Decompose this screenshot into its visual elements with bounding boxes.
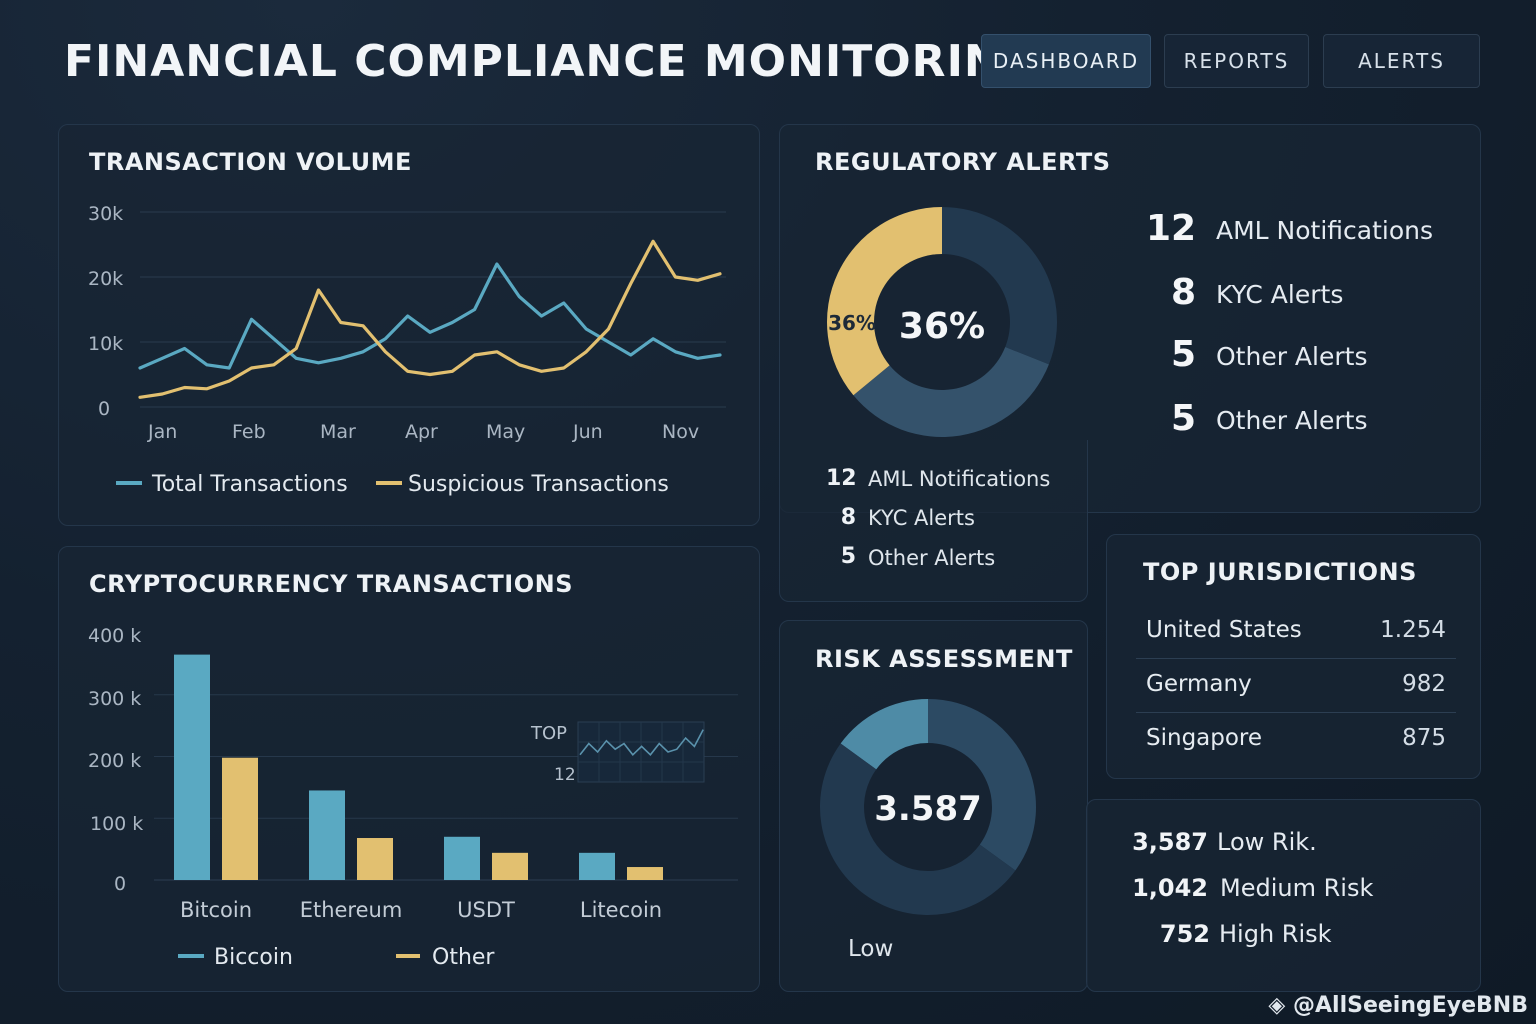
bar-usdt-other: [492, 852, 528, 880]
y-tick-0: 0: [98, 398, 110, 420]
alert-small-count-kyc: 8: [840, 505, 856, 530]
nav-dashboard-button[interactable]: DASHBOARD: [981, 34, 1151, 88]
risk-medium-count: 1,042: [1132, 874, 1208, 902]
bar-bitcoin-biccoin: [174, 654, 210, 880]
top-jurisdictions-title: TOP JURISDICTIONS: [1143, 558, 1417, 586]
alert-label-kyc: KYC Alerts: [1216, 280, 1344, 309]
transaction-volume-title: TRANSACTION VOLUME: [89, 148, 412, 176]
x-tick-jun: Jun: [572, 421, 603, 443]
jurisdiction-name: Singapore: [1146, 725, 1263, 751]
alerts-donut-segment-gold: [827, 207, 942, 396]
series-line-total-transactions: [138, 262, 722, 370]
alert-label-other: Other Alerts: [1216, 342, 1368, 371]
alert-label-other-2: Other Alerts: [1216, 406, 1368, 435]
bar-litecoin-other: [627, 867, 663, 880]
alert-small-count-aml: 12: [826, 466, 857, 491]
crypto-y-tick-100k: 100 k: [90, 813, 143, 835]
alerts-donut-center-label: 36%: [899, 306, 985, 347]
top-jurisdictions-panel: [1106, 534, 1481, 779]
x-tick-apr: Apr: [405, 421, 438, 443]
crypto-legend-biccoin-label: Biccoin: [214, 945, 293, 970]
alert-small-label-other: Other Alerts: [868, 546, 996, 570]
risk-donut-segment-mid: [928, 699, 1036, 871]
bar-category-label: Litecoin: [580, 898, 662, 922]
crypto-y-tick-200k: 200 k: [88, 750, 141, 772]
watermark: ◈ @AllSeeingEyeBNB: [1268, 993, 1528, 1018]
binance-diamond-icon: ◈: [1268, 993, 1286, 1018]
crypto-title: CRYPTOCURRENCY TRANSACTIONS: [89, 570, 573, 598]
transaction-volume-panel: [58, 124, 760, 526]
page-title: FINANCIAL COMPLIANCE MONITORING: [64, 36, 1039, 87]
jurisdiction-divider: [1136, 658, 1456, 659]
risk-caption: Low: [848, 936, 894, 962]
bar-litecoin-biccoin: [579, 852, 615, 880]
top-inset-number: 12: [554, 765, 576, 785]
y-tick-20k: 20k: [88, 268, 123, 290]
bar-ethereum-other: [357, 838, 393, 880]
alert-small-label-aml: AML Notifications: [868, 467, 1051, 491]
risk-donut-segment-dark: [820, 743, 1016, 915]
jurisdiction-name: United States: [1146, 617, 1302, 643]
alerts-donut-segment-label: 36%: [828, 311, 876, 335]
regulatory-alerts-title: REGULATORY ALERTS: [815, 148, 1111, 176]
crypto-legend-other-label: Other: [432, 945, 495, 970]
x-tick-feb: Feb: [232, 421, 266, 443]
alert-small-count-other: 5: [840, 544, 856, 569]
alerts-donut-segment-mid: [853, 347, 1049, 437]
risk-medium-label: Medium Risk: [1220, 874, 1374, 902]
risk-donut-segment-light: [840, 699, 928, 770]
alerts-donut-segment-dark: [942, 207, 1057, 365]
jurisdiction-value: 982: [1402, 671, 1446, 697]
risk-low-count: 3,587: [1132, 828, 1208, 856]
legend-suspicious-label: Suspicious Transactions: [408, 472, 669, 497]
crypto-y-tick-400k: 400 k: [88, 625, 141, 647]
jurisdiction-name: Germany: [1146, 671, 1252, 697]
crypto-y-tick-0: 0: [114, 873, 126, 895]
crypto-bar-chart: 400 k 300 k 200 k 100 k 0 Bitcoin Ethereu…: [88, 625, 738, 970]
watermark-handle: @AllSeeingEyeBNB: [1293, 993, 1528, 1018]
x-tick-may: May: [486, 421, 525, 443]
jurisdiction-row-us: United States 1.254: [1136, 605, 1456, 659]
nav-alerts-button[interactable]: ALERTS: [1323, 34, 1480, 88]
x-tick-nov: Nov: [662, 421, 699, 443]
alert-count-aml: 12: [1146, 208, 1197, 249]
bar-ethereum-biccoin: [309, 790, 345, 880]
regulatory-alerts-donut: 36% 36%: [827, 207, 1057, 437]
regulatory-alerts-panel-extension: [779, 440, 1088, 602]
crypto-y-tick-300k: 300 k: [88, 688, 141, 710]
top-inset: TOP 12: [530, 721, 705, 785]
x-tick-jan: Jan: [147, 421, 177, 443]
bar-usdt-biccoin: [444, 836, 480, 880]
bar-category-label: USDT: [457, 898, 515, 922]
risk-high-label: High Risk: [1219, 920, 1332, 948]
alert-count-kyc: 8: [1170, 272, 1196, 313]
alert-count-other: 5: [1170, 334, 1196, 375]
jurisdiction-value: 875: [1402, 725, 1446, 751]
jurisdiction-row-germany: Germany 982: [1136, 659, 1456, 713]
x-tick-mar: Mar: [320, 421, 356, 443]
jurisdiction-row-singapore: Singapore 875: [1136, 713, 1456, 767]
bar-category-label: Bitcoin: [180, 898, 252, 922]
alert-label-aml: AML Notifications: [1216, 216, 1434, 245]
top-inset-label: TOP: [530, 723, 567, 744]
risk-low-label: Low Rik.: [1217, 828, 1317, 856]
jurisdiction-divider: [1136, 712, 1456, 713]
y-tick-10k: 10k: [88, 333, 123, 355]
risk-donut-center-label: 3.587: [874, 789, 982, 829]
risk-breakdown-panel: [1086, 799, 1481, 992]
legend-total-label: Total Transactions: [151, 472, 348, 497]
bar-category-label: Ethereum: [300, 898, 403, 922]
alert-count-other-2: 5: [1170, 398, 1196, 439]
risk-assessment-donut: 3.587: [820, 699, 1036, 915]
series-line-suspicious-transactions: [138, 239, 722, 399]
top-inset-sparkline: [579, 729, 704, 756]
jurisdiction-value: 1.254: [1380, 617, 1446, 643]
bar-bitcoin-other: [222, 757, 258, 880]
transaction-volume-chart: 30k 20k 10k 0 Jan Feb Mar Apr May Jun No…: [88, 203, 726, 497]
risk-high-count: 752: [1159, 920, 1210, 948]
y-tick-30k: 30k: [88, 203, 123, 225]
risk-assessment-title: RISK ASSESSMENT: [815, 645, 1073, 673]
alert-small-label-kyc: KYC Alerts: [868, 506, 975, 530]
nav-reports-button[interactable]: REPORTS: [1164, 34, 1309, 88]
